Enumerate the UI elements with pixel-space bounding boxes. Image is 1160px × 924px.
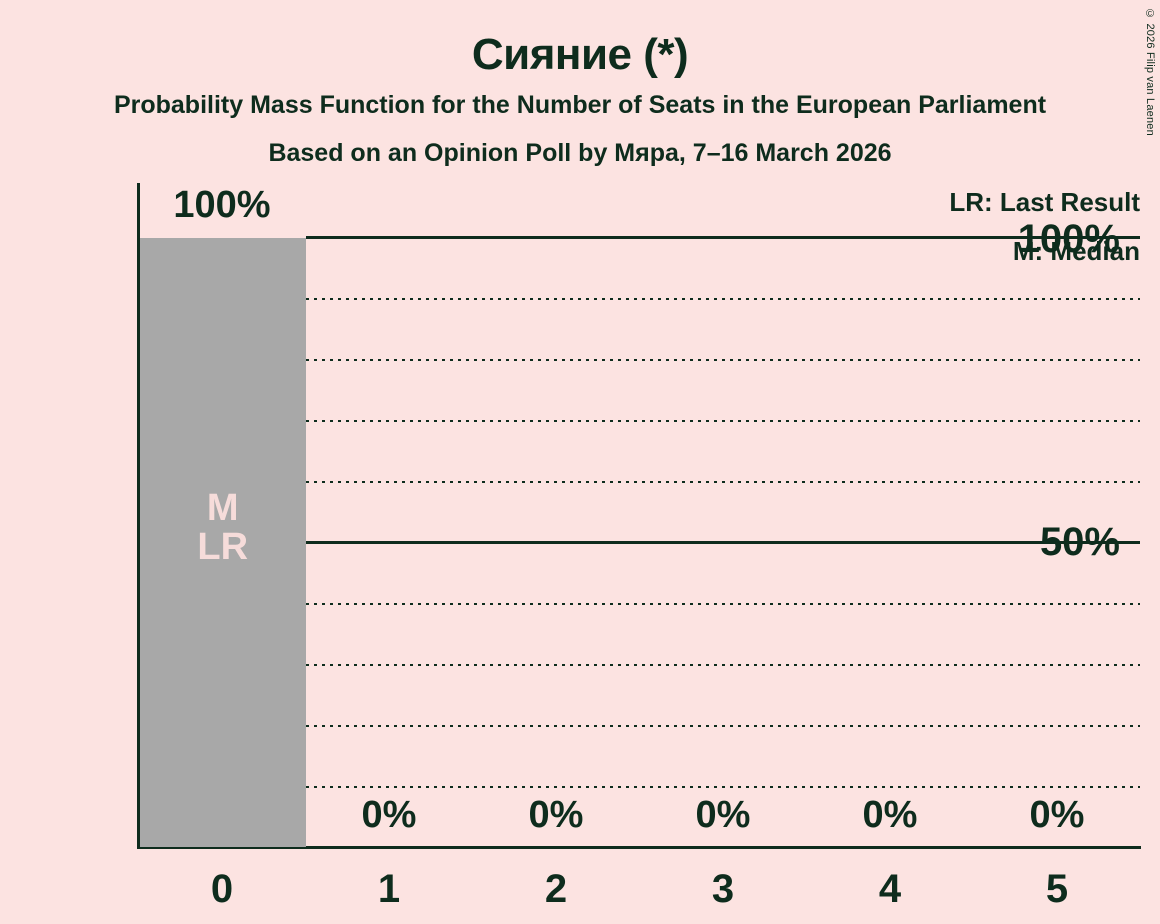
poll-details: Based on an Opinion Poll by Мяра, 7–16 M… [268,139,892,167]
gridline-70 [306,419,1140,422]
x-tick-1: 1 [377,867,401,911]
bar-value-label-5: 0% [1029,794,1085,836]
bar-value-label-1: 0% [361,794,417,836]
y-axis-line [137,183,140,849]
gridline-20 [306,724,1140,727]
y-tick-label-100: 100% [1017,217,1120,261]
x-tick-3: 3 [711,867,735,911]
bar-median-lastresult-markers: M LR [140,489,306,567]
x-tick-0: 0 [210,867,234,911]
median-marker: M [206,487,239,529]
last-result-marker: LR [197,526,249,568]
chart-title: Сияние (*) [471,30,689,79]
gridline-30 [306,663,1140,666]
legend-median: M: Median [1012,236,1140,266]
legend-last-result: LR: Last Result [949,187,1140,217]
x-tick-4: 4 [878,867,902,911]
gridline-40 [306,602,1140,605]
bar-seats-0 [140,238,306,847]
gridline-10 [306,785,1140,788]
x-tick-5: 5 [1045,867,1069,911]
x-tick-2: 2 [544,867,568,911]
gridline-90 [306,297,1140,300]
gridline-50 [306,541,1140,544]
x-axis-line [137,846,1141,849]
copyright-notice: © 2026 Filip van Laenen [1144,8,1156,136]
gridline-60 [306,480,1140,483]
bar-value-label-0: 100% [173,184,271,226]
gridline-80 [306,358,1140,361]
gridline-100 [306,236,1140,239]
bar-value-label-3: 0% [695,794,751,836]
bar-value-label-2: 0% [528,794,584,836]
chart-subtitle: Probability Mass Function for the Number… [113,91,1047,119]
bar-value-label-4: 0% [862,794,918,836]
